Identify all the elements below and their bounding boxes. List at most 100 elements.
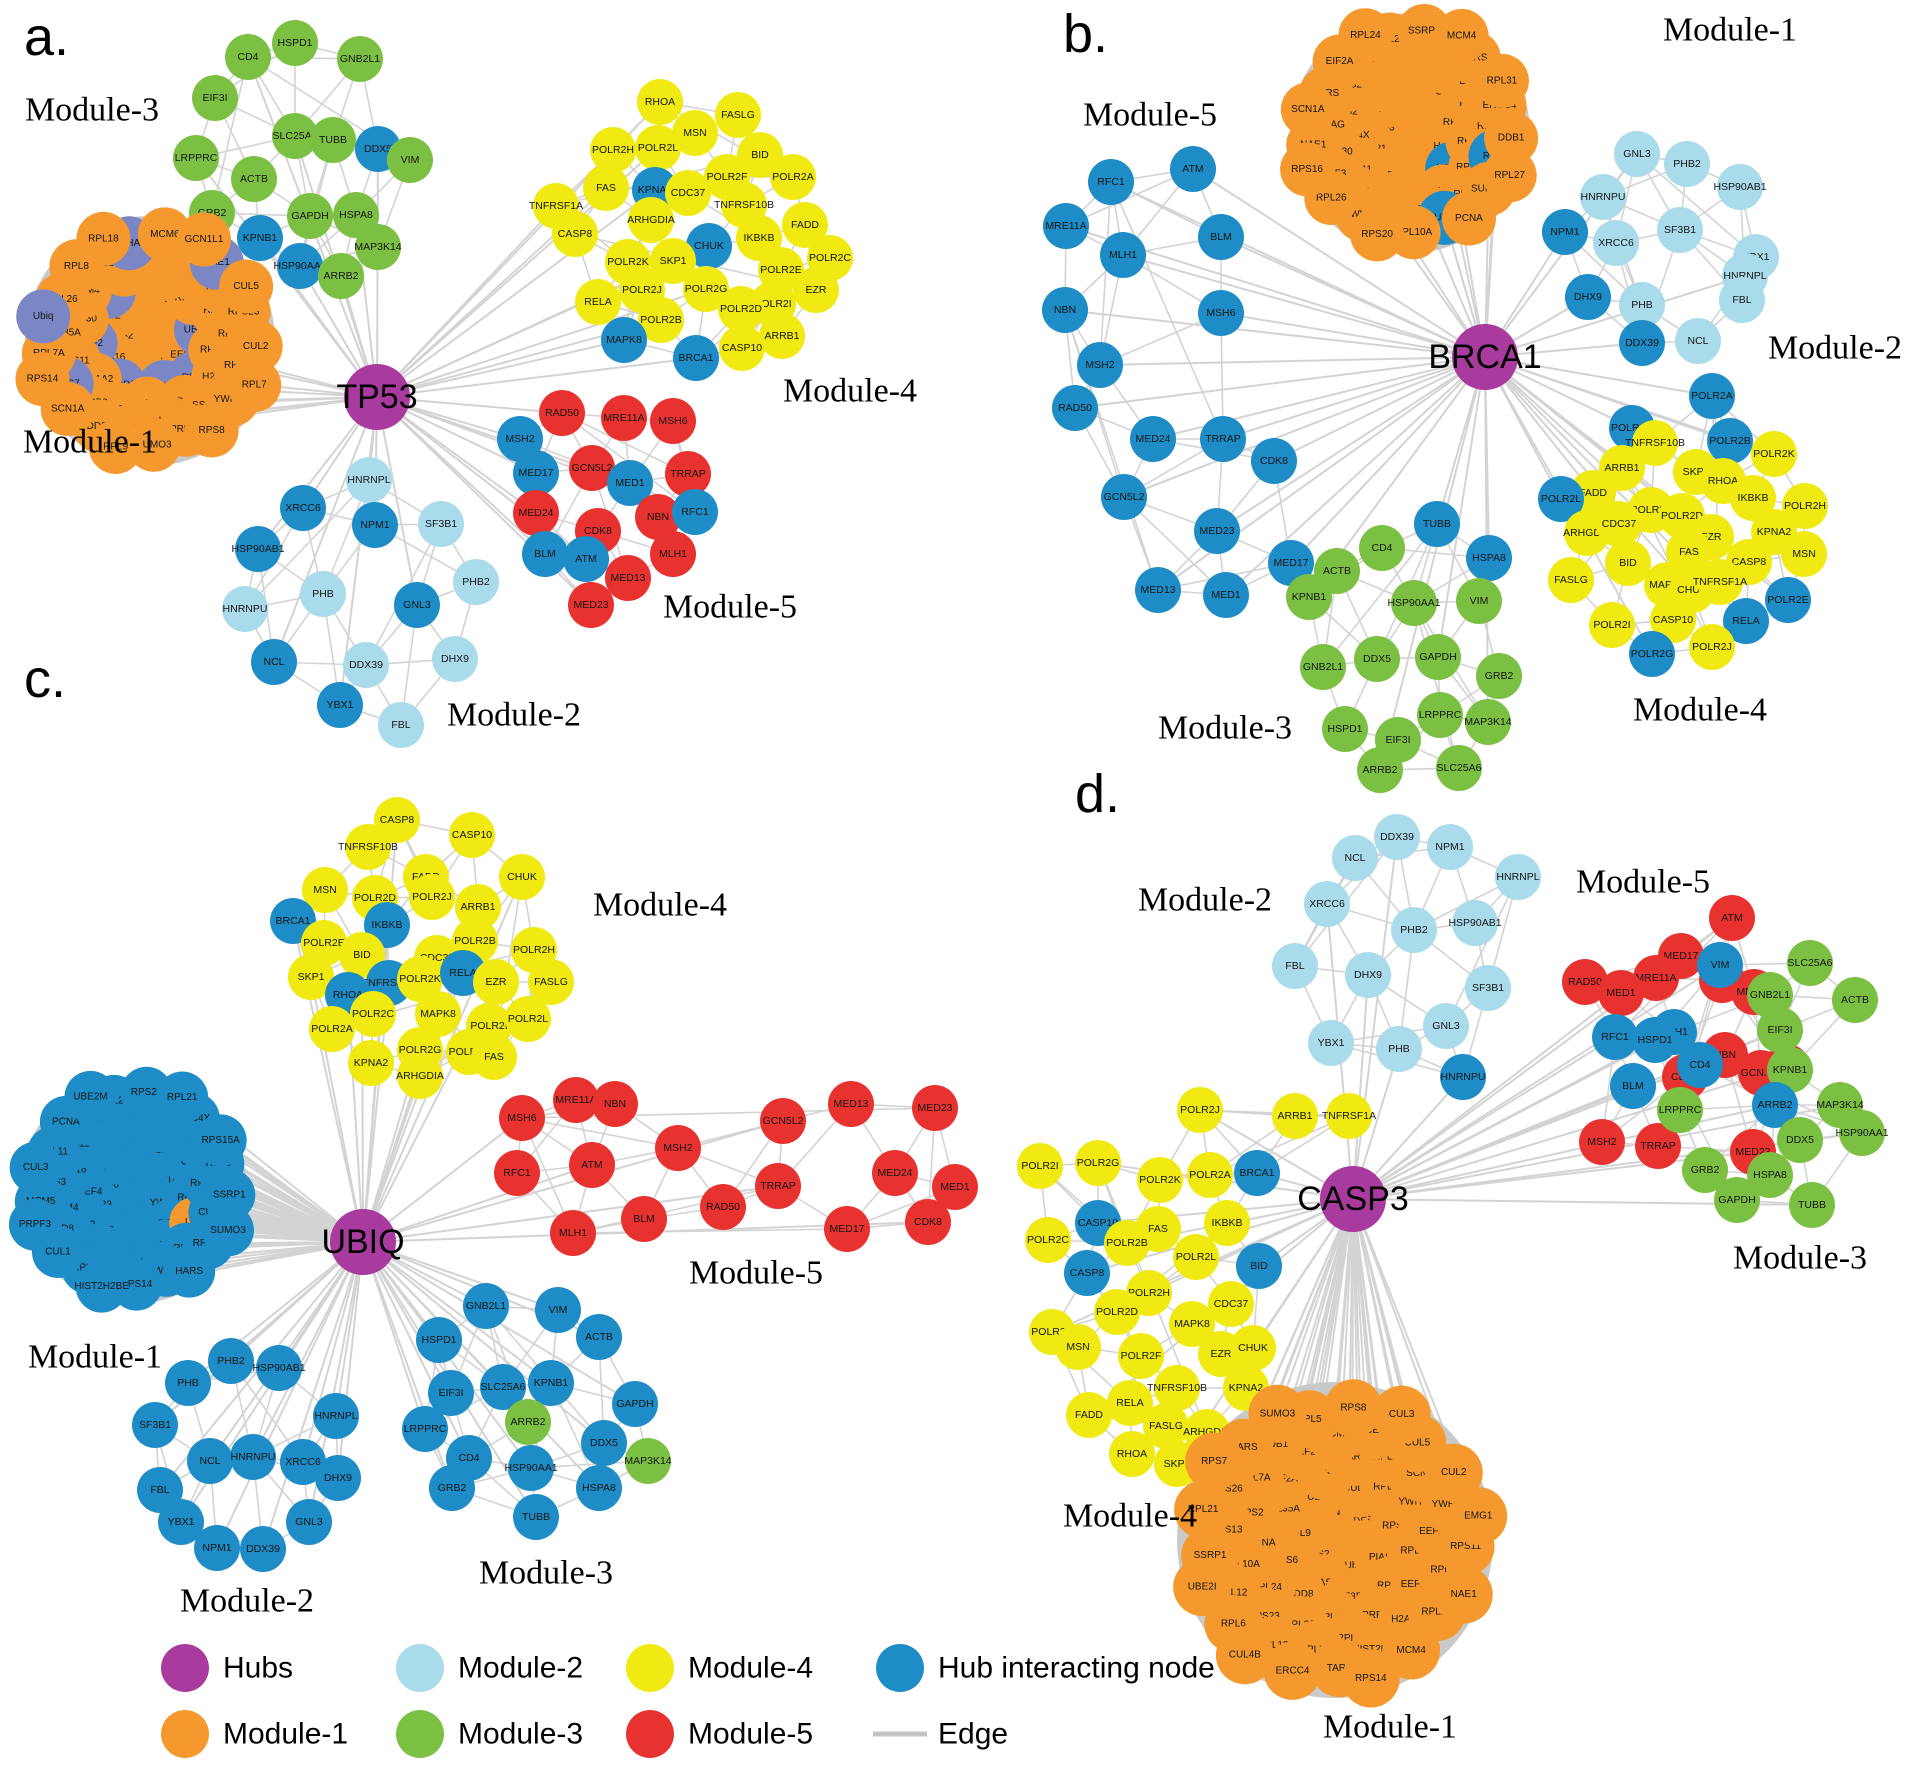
node-label-BLM: BLM <box>1622 1080 1644 1092</box>
node-label-RAD50: RAD50 <box>706 1201 740 1213</box>
node-label-RHOA: RHOA <box>1117 1448 1147 1460</box>
node-label-GNB2L1: GNB2L1 <box>1303 661 1343 673</box>
node-label-SSRP1: SSRP1 <box>1408 25 1441 36</box>
node-label-POLR2C: POLR2C <box>1027 1234 1069 1246</box>
node-MED1 <box>1203 572 1249 618</box>
node-label-RPS14: RPS14 <box>121 1279 153 1290</box>
node-label-RAD50: RAD50 <box>1568 976 1602 988</box>
node-label-RFC1: RFC1 <box>503 1167 531 1179</box>
node-label-EEF1A2: EEF1A2 <box>1401 1579 1439 1590</box>
node-GAPDH <box>1415 634 1461 680</box>
node-HSPA8 <box>333 192 379 238</box>
node-label-HSP90AB1: HSP90AB1 <box>231 543 284 555</box>
node-label-CASP8: CASP8 <box>380 814 415 826</box>
node-label-RPL24: RPL24 <box>1350 30 1381 41</box>
node-label-ARRB1: ARRB1 <box>460 901 495 913</box>
node-label-CDK8: CDK8 <box>914 1216 942 1228</box>
node-label-NBN: NBN <box>1054 304 1076 316</box>
node-label-TNFRSF10B: TNFRSF10B <box>1625 437 1685 449</box>
legend-swatch-Module-1 <box>161 1710 209 1758</box>
legend-label-Module-4: Module-4 <box>688 1652 813 1685</box>
node-label-MED17: MED17 <box>1273 557 1308 569</box>
node-label-HSPD1: HSPD1 <box>1637 1034 1672 1046</box>
legend-label-Hubs: Hubs <box>223 1652 293 1685</box>
node-LRPPRC <box>1657 1087 1703 1133</box>
node-label-IKBKB: IKBKB <box>1212 1217 1243 1229</box>
node-label-CUL3: CUL3 <box>1389 1409 1415 1420</box>
node-label-HSP90AA1: HSP90AA1 <box>273 260 326 272</box>
node-POLR2J <box>409 874 455 920</box>
node-CASP10 <box>1650 597 1696 643</box>
node-HNRNPL <box>313 1393 359 1439</box>
node-IKBKB <box>1204 1200 1250 1246</box>
node-label-FADD: FADD <box>1579 487 1607 499</box>
node-label-IKBKB: IKBKB <box>744 232 775 244</box>
node-POLR2A <box>1187 1152 1233 1198</box>
node-POLR2H <box>1782 483 1828 529</box>
node-SKP1 <box>288 954 334 1000</box>
node-HSPD1 <box>1632 1017 1678 1063</box>
node-label-NPM1: NPM1 <box>1435 841 1464 853</box>
node-FASLG <box>1143 1403 1189 1449</box>
node-RHOA <box>1109 1431 1155 1477</box>
node-ARRB1 <box>1272 1093 1318 1139</box>
node-MED1 <box>932 1164 978 1210</box>
node-HSP90AA1 <box>1839 1110 1885 1156</box>
node-GRB2 <box>429 1465 475 1511</box>
hub-CASP3 <box>1320 1166 1386 1232</box>
node-label-POLR2J: POLR2J <box>1180 1104 1220 1116</box>
node-PHB2 <box>1391 907 1437 953</box>
node-label-FASLG: FASLG <box>534 976 568 988</box>
node-label-ARHGDIA: ARHGDIA <box>627 214 675 226</box>
node-MLH1 <box>1100 232 1146 278</box>
node-label-RPL10A: RPL10A <box>1395 227 1433 238</box>
node-MED13 <box>828 1081 874 1127</box>
node-label-MED1: MED1 <box>1211 589 1240 601</box>
node-label-ARRB2: ARRB2 <box>323 270 358 282</box>
node-label-MSH6: MSH6 <box>658 415 687 427</box>
node-label-ARRB2: ARRB2 <box>1362 764 1397 776</box>
node-FAS <box>1666 529 1712 575</box>
node-GCN5L2 <box>569 445 615 491</box>
node-RPS8 <box>184 403 239 458</box>
labels-layer: TP53 a. Module-3 Module-1 Module-4 Module-5 Mo… <box>23 4 1902 1758</box>
node-label-NPM1: NPM1 <box>1550 226 1579 238</box>
node-RPL21 <box>156 1071 209 1124</box>
node-label-MED17: MED17 <box>829 1223 864 1235</box>
node-GNL3 <box>1423 1003 1469 1049</box>
node-LRPPRC <box>402 1406 448 1452</box>
node-MSH6 <box>650 398 696 444</box>
legend-label-Module-3: Module-3 <box>458 1718 583 1751</box>
legend-swatch-Module-3 <box>396 1710 444 1758</box>
node-label-RPS15A: RPS15A <box>201 1135 240 1146</box>
node-label-DHX9: DHX9 <box>1574 291 1602 303</box>
node-SUMO3 <box>1248 1384 1307 1443</box>
node-label-MLH1: MLH1 <box>559 1227 587 1239</box>
node-DHX9 <box>1565 274 1611 320</box>
node-RAD50 <box>539 390 585 436</box>
node-label-HSPA8: HSPA8 <box>1753 1169 1787 1181</box>
node-POLR2B <box>638 297 684 343</box>
node-label-HIST2H2BE: HIST2H2BE <box>74 1281 129 1292</box>
node-label-CUL5: CUL5 <box>1405 1438 1431 1449</box>
node-label-MLH1: MLH1 <box>659 548 687 560</box>
node-ACTB <box>576 1314 622 1360</box>
node-BLM <box>621 1196 667 1242</box>
node-NBN <box>1042 287 1088 333</box>
node-HNRNPU <box>1580 174 1626 220</box>
node-label-NPM1: NPM1 <box>202 1542 231 1554</box>
legend-label-Edge: Edge <box>938 1718 1008 1751</box>
node-label-RPS3: RPS3 <box>1313 1466 1340 1477</box>
node-RAD50 <box>1052 385 1098 431</box>
node-label-ARRB2: ARRB2 <box>510 1416 545 1428</box>
node-label-HNRNPL: HNRNPL <box>347 474 390 486</box>
node-NPM1 <box>1427 824 1473 870</box>
node-PHB2 <box>208 1338 254 1384</box>
node-SCN1A <box>1280 82 1335 137</box>
node-label-CUL4A: CUL4A <box>1343 1483 1376 1494</box>
node-label-HARS: HARS <box>1340 1452 1368 1463</box>
node-label-PHB2: PHB2 <box>1400 924 1428 936</box>
node-label-DHX9: DHX9 <box>441 653 469 665</box>
node-label-PHB: PHB <box>312 588 334 600</box>
node-label-GCN5L2: GCN5L2 <box>763 1115 804 1127</box>
